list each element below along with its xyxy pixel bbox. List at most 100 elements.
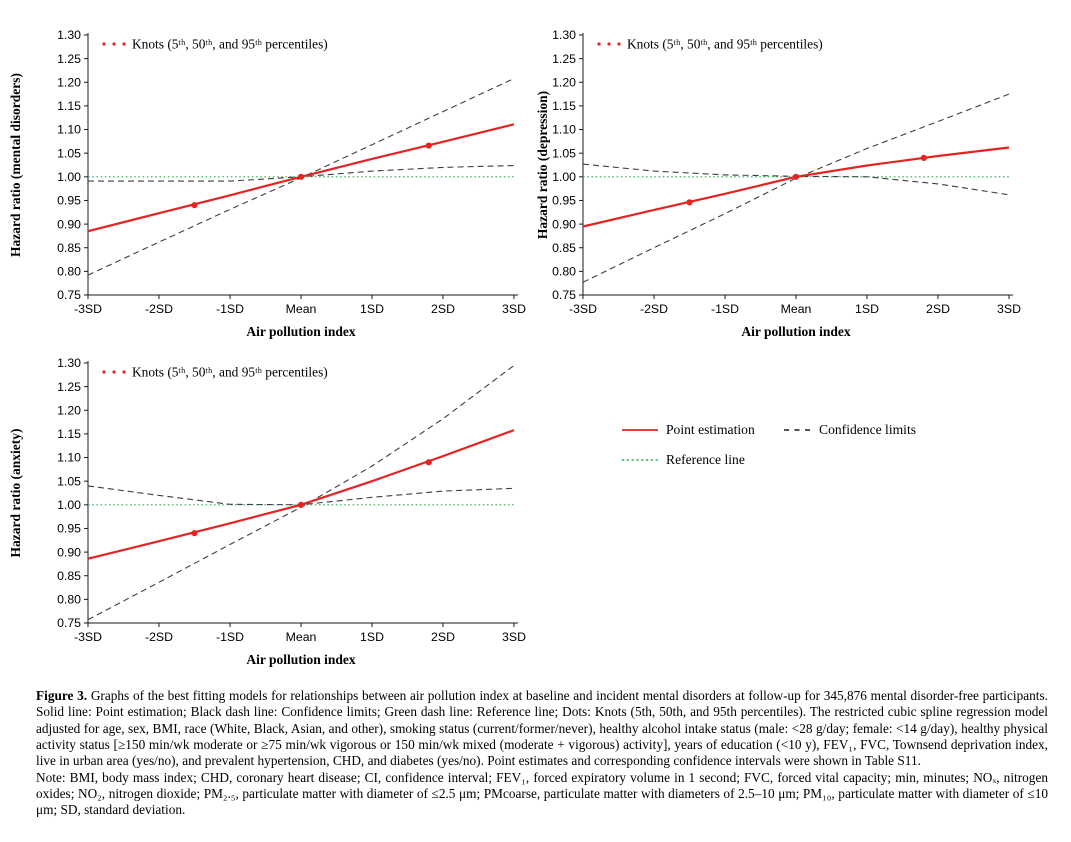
y-tick-label: 1.20 <box>552 75 576 89</box>
y-tick-label: 1.25 <box>552 52 576 66</box>
series-confidence-limit-1 <box>87 364 515 621</box>
y-tick-label: 1.05 <box>552 146 576 160</box>
y-tick-label: 0.85 <box>57 569 81 583</box>
chart-hazard-ratio-mental-disorders: 0.75 0.80 0.85 0.90 0.95 1.00 1.05 1.10 1.15 1.20… <box>8 28 526 339</box>
y-tick-label: 1.15 <box>552 99 576 113</box>
caption-paragraph: Figure 3. Graphs of the best fitting mod… <box>36 688 1048 770</box>
y-axis-title: Hazard ratio (anxiety) <box>8 429 23 558</box>
x-tick-label: 1SD <box>360 630 384 644</box>
figure-legend: Point estimation Confidence limits Refer… <box>622 419 916 479</box>
knot-dot <box>191 530 198 537</box>
x-tick-label: 1SD <box>855 302 879 316</box>
x-tick-label: -3SD <box>74 302 102 316</box>
knot-dot <box>191 202 198 209</box>
x-tick-label: -2SD <box>145 302 173 316</box>
series-point-estimation <box>582 146 1010 228</box>
x-tick-label: 3SD <box>997 302 1021 316</box>
x-tick-label: -2SD <box>640 302 668 316</box>
y-tick-label: 0.80 <box>57 265 81 279</box>
knots-legend-dot <box>112 42 116 46</box>
knot-dot <box>686 199 693 206</box>
knot-dot <box>297 501 305 508</box>
y-tick-label: 0.85 <box>57 241 81 255</box>
y-axis-title: Hazard ratio (depression) <box>535 91 550 239</box>
x-tick-label: -1SD <box>216 630 244 644</box>
y-tick-label: 1.00 <box>57 170 81 184</box>
x-tick-label: 3SD <box>502 302 526 316</box>
knots-legend-dot <box>597 42 601 46</box>
knot-dot <box>297 173 305 180</box>
knots-legend-dot <box>122 370 126 374</box>
y-tick-label: 0.90 <box>552 217 576 231</box>
y-tick-label: 1.15 <box>57 99 81 113</box>
legend-point-estimation-label: Point estimation <box>666 422 755 437</box>
y-tick-label: 1.25 <box>57 380 81 394</box>
y-tick-label: 1.15 <box>57 427 81 441</box>
y-tick-label: 0.95 <box>57 194 81 208</box>
y-tick-label: 0.75 <box>57 288 81 302</box>
x-axis-title: Air pollution index <box>246 324 356 339</box>
y-tick-label: 1.20 <box>57 403 81 417</box>
knots-legend-dot <box>607 42 611 46</box>
x-tick-label: -3SD <box>74 630 102 644</box>
y-tick-label: 0.75 <box>552 288 576 302</box>
y-tick-label: 0.90 <box>57 217 81 231</box>
legend-confidence-limits-label: Confidence limits <box>819 422 917 437</box>
reference-line-sample <box>622 459 658 461</box>
y-tick-label: 1.25 <box>57 52 81 66</box>
knots-legend-dot <box>122 42 126 46</box>
y-tick-label: 1.10 <box>57 451 81 465</box>
legend-row-1: Point estimation Confidence limits <box>622 419 916 441</box>
knot-dot <box>425 142 432 149</box>
series-confidence-limit-1 <box>582 93 1010 283</box>
x-tick-label: -1SD <box>711 302 739 316</box>
x-tick-label: -2SD <box>145 630 173 644</box>
knot-dot <box>425 459 432 466</box>
legend-reference-line-label: Reference line <box>666 452 745 467</box>
x-tick-label: 1SD <box>360 302 384 316</box>
knots-legend-dot <box>112 370 116 374</box>
knot-dot <box>920 154 927 162</box>
y-tick-label: 1.05 <box>57 474 81 488</box>
x-tick-label: Mean <box>286 630 317 644</box>
chart-hazard-ratio-depression: 0.75 0.80 0.85 0.90 0.95 1.00 1.05 1.10 1.15 1.20… <box>535 28 1021 339</box>
confidence-limits-line-sample <box>784 429 811 431</box>
y-tick-label: 0.80 <box>552 265 576 279</box>
knots-legend-dot <box>102 42 106 46</box>
knots-legend-label: Knots (5ᵗʰ, 50ᵗʰ, and 95ᵗʰ percentiles) <box>132 365 328 380</box>
y-tick-label: 1.05 <box>57 146 81 160</box>
y-tick-label: 1.00 <box>57 498 81 512</box>
point-estimation-line-sample <box>622 429 658 431</box>
y-tick-label: 0.95 <box>552 194 576 208</box>
y-tick-label: 0.85 <box>552 241 576 255</box>
knots-legend-dot <box>617 42 621 46</box>
y-tick-label: 0.75 <box>57 616 81 630</box>
knots-legend-label: Knots (5ᵗʰ, 50ᵗʰ, and 95ᵗʰ percentiles) <box>627 37 823 52</box>
knots-legend-label: Knots (5ᵗʰ, 50ᵗʰ, and 95ᵗʰ percentiles) <box>132 37 328 52</box>
x-axis-title: Air pollution index <box>246 652 356 667</box>
y-tick-label: 0.90 <box>57 545 81 559</box>
x-tick-label: 3SD <box>502 630 526 644</box>
y-tick-label: 1.10 <box>57 123 81 137</box>
figure-number: Figure 3. <box>36 688 88 703</box>
knots-legend-dot <box>102 370 106 374</box>
y-axis-title: Hazard ratio (mental disorders) <box>8 73 23 257</box>
legend-row-2: Reference line <box>622 449 916 471</box>
x-tick-label: 2SD <box>431 302 455 316</box>
y-tick-label: 1.30 <box>552 28 576 42</box>
y-tick-label: 0.95 <box>57 522 81 536</box>
y-tick-label: 1.00 <box>552 170 576 184</box>
figure-caption: Figure 3. Graphs of the best fitting mod… <box>36 688 1048 819</box>
y-tick-label: 0.80 <box>57 593 81 607</box>
x-tick-label: -1SD <box>216 302 244 316</box>
x-tick-label: 2SD <box>926 302 950 316</box>
chart-hazard-ratio-anxiety: 0.75 0.80 0.85 0.90 0.95 1.00 1.05 1.10 1.15 1.20… <box>8 356 526 667</box>
y-tick-label: 1.30 <box>57 28 81 42</box>
x-tick-label: -3SD <box>569 302 597 316</box>
y-tick-label: 1.20 <box>57 75 81 89</box>
y-tick-label: 1.10 <box>552 123 576 137</box>
x-tick-label: 2SD <box>431 630 455 644</box>
caption-note: Note: BMI, body mass index; CHD, coronar… <box>36 769 1048 818</box>
caption-body-text: Graphs of the best fitting models for re… <box>36 688 1048 769</box>
x-tick-label: Mean <box>286 302 317 316</box>
